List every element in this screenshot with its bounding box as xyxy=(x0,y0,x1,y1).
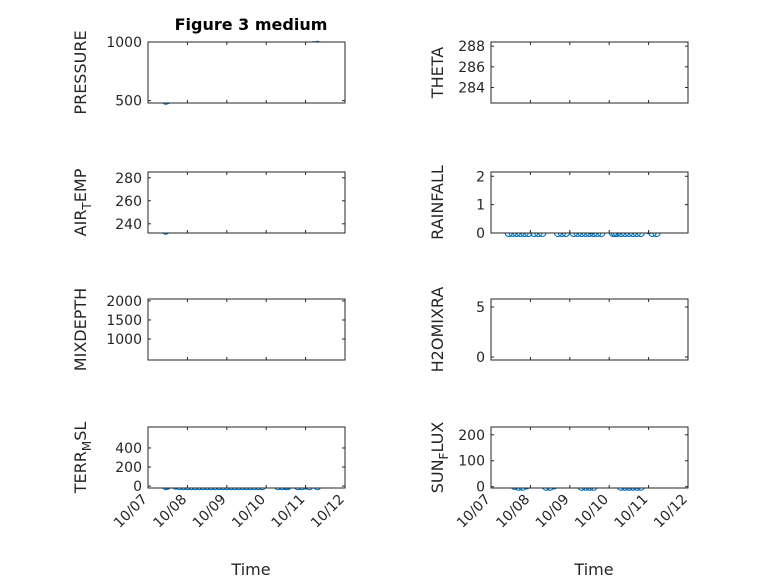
y-axis-label-rest: SL xyxy=(71,422,90,441)
y-axis-label-subscript: M xyxy=(80,441,94,451)
y-axis-label-subscript: T xyxy=(80,202,94,211)
y-axis-label: RAINFALL xyxy=(428,165,447,240)
y-tick-label: 284 xyxy=(458,80,485,96)
y-tick-label: 2 xyxy=(476,169,485,185)
x-tick-label: 10/09 xyxy=(190,492,230,532)
y-tick-label: 1500 xyxy=(106,313,142,329)
axes-frame xyxy=(490,298,689,361)
y-tick-label: 400 xyxy=(115,441,142,457)
y-axis-label-main: AIR xyxy=(71,210,90,237)
axes-frame xyxy=(147,298,346,361)
y-tick-label: 1000 xyxy=(106,35,142,51)
y-axis-label-main: TERR xyxy=(71,451,90,494)
y-axis-label-rest: LUX xyxy=(428,422,447,453)
y-tick-label: 286 xyxy=(458,60,485,76)
x-tick-label: 10/08 xyxy=(150,492,190,532)
x-tick-label: 10/07 xyxy=(454,492,494,532)
y-axis-label: AIRTEMP xyxy=(71,168,94,236)
x-axis-label-left: Time xyxy=(230,560,270,579)
x-tick-label: 10/11 xyxy=(612,492,652,532)
y-axis-label: TERRMSL xyxy=(71,422,94,495)
y-axis-label-main: SUN xyxy=(428,459,447,493)
x-tick-label: 10/10 xyxy=(229,492,269,532)
y-axis-label-subscript: F xyxy=(437,452,451,459)
y-tick-label: 260 xyxy=(115,194,142,210)
axes-frame xyxy=(490,171,689,234)
figure-title: Figure 3 medium xyxy=(175,15,328,34)
y-axis-label: PRESSURE xyxy=(71,30,90,114)
y-axis-label-main: H2OMIXRA xyxy=(428,287,447,373)
x-tick-label: 10/09 xyxy=(533,492,573,532)
y-tick-label: 200 xyxy=(115,460,142,476)
y-tick-label: 200 xyxy=(458,428,485,444)
x-axis-label-right: Time xyxy=(573,560,613,579)
y-tick-label: 0 xyxy=(476,480,485,496)
axes-theta: 284 286 288 THETA xyxy=(428,39,689,104)
y-tick-label: 0 xyxy=(476,350,485,366)
axes-air_temp: 240 260 280 AIRTEMP xyxy=(71,168,346,236)
y-axis-label: SUNFLUX xyxy=(428,422,451,494)
axes-frame xyxy=(147,426,346,489)
y-axis-label-main: RAINFALL xyxy=(428,165,447,240)
axes-h2omixra: 0 5 H2OMIXRA xyxy=(428,287,689,373)
axes-frame xyxy=(490,41,689,104)
axes-terr_msl: 0 200 400 10/07 10/08 10/09 10/10 10/11 10/12 TER… xyxy=(71,422,348,532)
axes-rainfall: 0 1 2 RAINFALL xyxy=(428,165,689,242)
y-axis-label-main: PRESSURE xyxy=(71,30,90,114)
y-tick-label: 0 xyxy=(133,479,142,495)
x-tick-label: 10/11 xyxy=(269,492,309,532)
y-tick-label: 100 xyxy=(458,454,485,470)
axes-sun_flux: 0 100 200 10/07 10/08 10/09 10/10 10/11 10/12 SUN… xyxy=(428,422,691,532)
x-tick-label: 10/10 xyxy=(572,492,612,532)
axes-frame xyxy=(147,41,346,104)
x-tick-label: 10/12 xyxy=(651,492,691,532)
x-tick-label: 10/07 xyxy=(111,492,151,532)
y-axis-label: THETA xyxy=(428,47,447,99)
y-tick-label: 5 xyxy=(476,300,485,316)
axes-frame xyxy=(490,426,689,489)
y-tick-label: 288 xyxy=(458,39,485,55)
axes-frame xyxy=(147,171,346,234)
x-tick-label: 10/12 xyxy=(308,492,348,532)
y-tick-label: 240 xyxy=(115,217,142,233)
y-axis-label-main: THETA xyxy=(428,47,447,99)
y-tick-label: 280 xyxy=(115,171,142,187)
y-tick-label: 0 xyxy=(476,226,485,242)
y-tick-label: 500 xyxy=(115,94,142,110)
y-axis-label-rest: EMP xyxy=(71,168,90,202)
y-axis-label: MIXDEPTH xyxy=(71,288,90,371)
y-tick-label: 1 xyxy=(476,198,485,214)
y-tick-label: 2000 xyxy=(106,294,142,310)
y-axis-label: H2OMIXRA xyxy=(428,287,447,373)
x-tick-label: 10/08 xyxy=(493,492,533,532)
axes-pressure: 500 1000 PRESSURE xyxy=(71,30,346,115)
y-tick-label: 1000 xyxy=(106,332,142,348)
y-axis-label-main: MIXDEPTH xyxy=(71,288,90,371)
axes-mixdepth: 1000 1500 2000 MIXDEPTH xyxy=(71,288,346,371)
